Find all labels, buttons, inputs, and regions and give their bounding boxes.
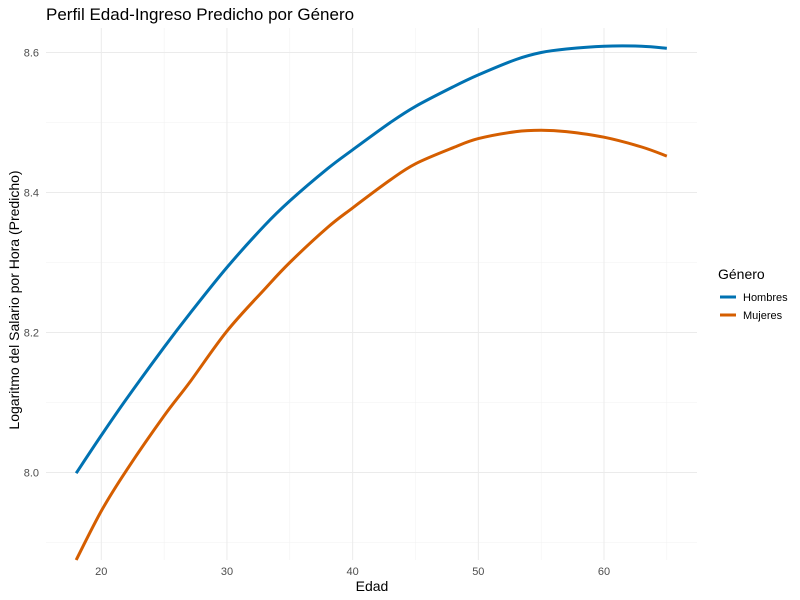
y-axis-ticks: 8.0 8.2 8.4 8.6	[24, 48, 39, 480]
x-tick-label: 30	[221, 566, 233, 578]
legend-title: Género	[718, 266, 765, 282]
x-tick-label: 20	[95, 566, 107, 578]
legend-label-hombres: Hombres	[743, 292, 788, 304]
chart-title: Perfil Edad-Ingreso Predicho por Género	[46, 5, 354, 24]
y-tick-label: 8.2	[24, 328, 39, 340]
y-tick-label: 8.6	[24, 48, 39, 60]
x-axis-ticks: 20 30 40 50 60	[95, 566, 610, 578]
y-tick-label: 8.0	[24, 468, 39, 480]
x-axis-title: Edad	[356, 578, 389, 594]
series-line-hombres	[74, 44, 667, 475]
series-group	[74, 44, 668, 561]
y-tick-label: 8.4	[24, 188, 39, 200]
x-tick-label: 60	[598, 566, 610, 578]
legend: Género Hombres Mujeres	[718, 266, 788, 322]
legend-label-mujeres: Mujeres	[743, 310, 783, 322]
x-tick-label: 50	[472, 566, 484, 578]
series-line-mujeres	[74, 128, 668, 561]
grid	[46, 28, 697, 560]
y-axis-title: Logaritmo del Salario por Hora (Predicho…	[6, 170, 22, 429]
x-tick-label: 40	[347, 566, 359, 578]
